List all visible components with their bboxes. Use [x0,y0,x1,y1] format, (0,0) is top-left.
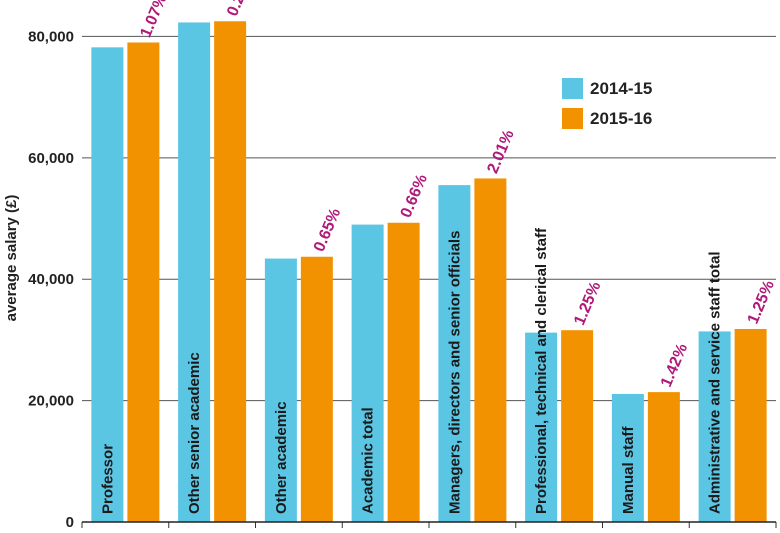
bar-2015-16 [214,21,247,522]
percent-change-label: 0.22% [224,0,257,19]
bar-2015-16 [474,178,507,522]
category-label: Manual staff [620,425,637,514]
y-tick-label: 80,000 [28,28,74,45]
legend-label: 2015-16 [590,109,652,128]
y-tick-label: 20,000 [28,393,74,410]
bar-2014-15 [525,332,558,522]
y-axis-label: average salary (£) [3,195,20,322]
percent-change-label: 1.42% [658,341,691,389]
bar-2015-16 [300,256,333,522]
legend: 2014-15 2015-16 [562,78,652,129]
legend-swatch [562,108,583,129]
bar-2014-15 [351,224,384,522]
category-label: Professor [99,444,116,514]
category-label: Other senior academic [186,352,203,514]
bar-2014-15 [438,185,471,522]
bars [91,21,767,523]
bar-2014-15 [178,22,211,523]
bar-2015-16 [561,330,594,522]
category-label: Academic total [360,407,377,514]
percent-change-label: 0.66% [398,172,431,220]
bar-2014-15 [264,258,297,522]
bar-2015-16 [387,222,420,522]
percent-change-label: 1.25% [571,279,604,327]
bar-2015-16 [127,42,160,522]
category-label: Professional, technical and clerical sta… [533,227,550,514]
legend-label: 2014-15 [590,79,652,98]
legend-swatch [562,78,583,99]
y-tick-label: 0 [66,514,74,528]
y-tick-label: 40,000 [28,271,74,288]
bar-2015-16 [734,328,767,522]
percent-change-label: 2.01% [484,128,517,176]
percent-change-label: 1.07% [137,0,170,40]
percent-change-label: 0.65% [311,206,344,254]
y-tick-label: 60,000 [28,150,74,167]
bar-2014-15 [698,331,731,522]
bar-2014-15 [611,393,644,522]
category-label: Managers, directors and senior officials [446,231,463,514]
axes: 0 20,000 40,000 60,000 80,000 [28,28,777,531]
percent-change-label: 1.25% [745,278,778,326]
category-label: Other academic [273,401,290,514]
bar-2014-15 [91,47,124,523]
category-label: Administrative and service staff total [707,251,724,514]
bar-2015-16 [647,392,680,522]
